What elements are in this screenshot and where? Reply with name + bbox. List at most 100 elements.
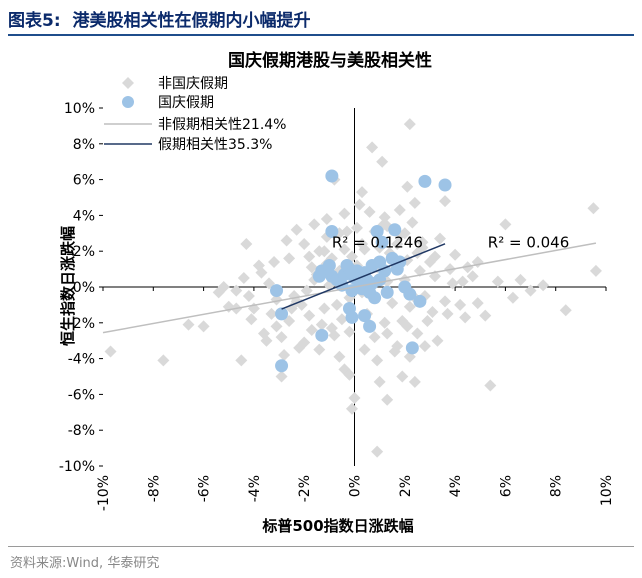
trendlines — [102, 242, 597, 334]
y-tick-label: -6% — [68, 387, 95, 403]
data-point-holiday — [405, 341, 419, 355]
series-non-holiday — [104, 118, 602, 458]
data-point-non-holiday — [559, 304, 572, 317]
y-tick-label: -10% — [59, 459, 95, 475]
data-point-non-holiday — [471, 255, 484, 268]
data-point-non-holiday — [411, 327, 424, 340]
y-tick-label: 4% — [73, 208, 95, 224]
data-point-holiday — [358, 309, 372, 323]
data-point-non-holiday — [393, 204, 406, 217]
x-tick-label: -6% — [197, 475, 213, 502]
figure-title: 图表5: 港美股相关性在假期内小幅提升 — [8, 11, 311, 31]
y-tick-label: -4% — [68, 352, 95, 368]
data-point-non-holiday — [388, 345, 401, 358]
data-point-non-holiday — [391, 238, 404, 251]
data-point-non-holiday — [514, 273, 527, 286]
data-point-non-holiday — [217, 281, 230, 293]
data-point-non-holiday — [280, 234, 293, 247]
data-point-non-holiday — [230, 284, 243, 297]
y-tick-labels: 10% 8% 6% 4% 2% 0% -2% -4% -6% -8% -10% — [59, 101, 103, 475]
data-point-non-holiday — [343, 368, 356, 381]
legend-marker-non-holiday — [122, 77, 134, 89]
data-point-non-holiday — [376, 155, 389, 168]
data-point-non-holiday — [434, 232, 447, 245]
data-point-non-holiday — [401, 180, 414, 193]
r2-annotation-non-holiday: R² = 0.046 — [488, 234, 569, 252]
data-point-non-holiday — [466, 270, 479, 283]
data-point-non-holiday — [426, 306, 439, 319]
data-point-non-holiday — [421, 315, 434, 328]
data-point-non-holiday — [358, 343, 371, 356]
data-point-holiday — [363, 319, 377, 333]
data-point-non-holiday — [278, 349, 291, 362]
data-point-holiday — [315, 328, 329, 342]
x-tick-label: -8% — [146, 475, 162, 502]
data-point-holiday — [418, 174, 432, 188]
data-point-non-holiday — [305, 323, 318, 336]
y-tick-label: -8% — [68, 423, 95, 439]
header-divider — [8, 34, 634, 36]
data-point-non-holiday — [335, 313, 348, 326]
data-point-non-holiday — [338, 243, 351, 256]
trendline-non-holiday — [102, 242, 597, 334]
data-point-non-holiday — [313, 343, 326, 356]
data-point-non-holiday — [381, 393, 394, 406]
data-point-non-holiday — [303, 250, 316, 263]
data-point-non-holiday — [371, 445, 384, 458]
footer-divider — [8, 546, 634, 547]
x-tick-label: 10% — [599, 475, 615, 506]
data-point-non-holiday — [479, 309, 492, 322]
data-point-non-holiday — [315, 318, 328, 331]
figure-header: 图表5: 港美股相关性在假期内小幅提升 — [0, 0, 642, 38]
data-point-non-holiday — [449, 248, 462, 261]
data-point-non-holiday — [499, 218, 512, 231]
data-point-non-holiday — [368, 331, 381, 344]
data-point-non-holiday — [428, 250, 441, 263]
data-point-non-holiday — [408, 375, 421, 388]
data-point-non-holiday — [363, 205, 376, 218]
data-point-non-holiday — [439, 195, 452, 208]
data-point-non-holiday — [459, 311, 472, 324]
data-point-non-holiday — [265, 307, 278, 320]
data-point-non-holiday — [270, 293, 283, 306]
data-point-non-holiday — [333, 350, 346, 363]
data-point-non-holiday — [240, 238, 253, 251]
data-point-non-holiday — [439, 295, 452, 308]
data-point-non-holiday — [330, 298, 343, 311]
data-point-non-holiday — [308, 218, 321, 231]
data-point-non-holiday — [373, 375, 386, 388]
data-point-non-holiday — [197, 320, 210, 333]
y-tick-label: 10% — [64, 101, 95, 117]
data-point-non-holiday — [351, 221, 364, 234]
data-point-non-holiday — [461, 261, 474, 274]
data-point-holiday — [325, 169, 339, 183]
legend-marker-holiday — [122, 96, 134, 108]
data-point-non-holiday — [318, 245, 331, 258]
x-tick-labels: -10% -8% -6% -4% -2% 0% 2% 4% 6% 8% 10% — [96, 287, 615, 511]
data-point-non-holiday — [454, 298, 467, 311]
data-point-non-holiday — [348, 391, 361, 404]
data-point-non-holiday — [506, 291, 519, 304]
data-point-non-holiday — [318, 302, 331, 315]
data-point-non-holiday — [257, 327, 270, 340]
data-point-non-holiday — [275, 331, 288, 344]
data-point-non-holiday — [396, 370, 409, 383]
data-point-holiday — [380, 285, 394, 299]
x-axis-title: 标普500指数日涨跌幅 — [261, 517, 413, 535]
x-tick-label: -4% — [247, 475, 263, 502]
data-point-non-holiday — [356, 186, 369, 199]
data-point-non-holiday — [408, 196, 421, 209]
data-point-non-holiday — [353, 198, 366, 211]
data-point-non-holiday — [418, 340, 431, 353]
data-point-non-holiday — [456, 275, 469, 288]
data-point-holiday — [322, 259, 336, 273]
y-tick-label: 2% — [73, 244, 95, 260]
x-tick-label: -2% — [297, 475, 313, 502]
data-point-non-holiday — [242, 289, 255, 302]
data-point-holiday — [325, 225, 339, 239]
data-point-holiday — [375, 235, 389, 249]
data-point-non-holiday — [381, 327, 394, 340]
x-tick-label: 4% — [448, 475, 464, 497]
data-point-non-holiday — [491, 275, 504, 288]
data-point-non-holiday — [403, 300, 416, 313]
